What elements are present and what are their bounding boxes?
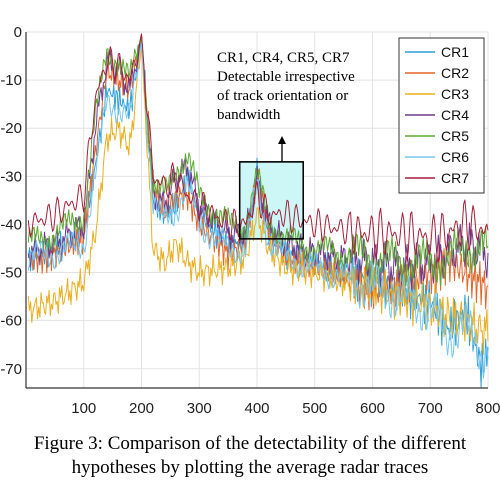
tick-labels: 100 200 300 400 500 600 700 800 0 -10 -20 -30 -40 -50… <box>0 24 500 417</box>
axes <box>25 32 488 389</box>
series-line-cr4 <box>27 33 489 291</box>
radar-traces-chart: 100 200 300 400 500 600 700 800 0 -10 -20 -30 -40 -50… <box>0 24 500 417</box>
y-tick-label: -60 <box>0 313 22 330</box>
legend: CR1 CR2 CR3 CR4 CR5 CR6 CR7 <box>398 37 485 194</box>
x-tick-label: 200 <box>129 400 154 417</box>
legend-label-cr5: CR5 <box>441 128 469 144</box>
y-tick-label: 0 <box>14 24 22 41</box>
legend-label-cr7: CR7 <box>441 170 469 186</box>
series-lines <box>27 33 489 388</box>
x-tick-label: 400 <box>244 400 269 417</box>
legend-label-cr6: CR6 <box>441 149 469 165</box>
legend-label-cr3: CR3 <box>441 86 469 102</box>
figure-caption: Figure 3: Comparison of the detectabilit… <box>0 432 500 480</box>
series-line-cr2 <box>27 36 489 311</box>
x-tick-label: 500 <box>302 400 327 417</box>
highlight-box-outline <box>238 161 304 240</box>
y-tick-label: -30 <box>0 168 22 185</box>
series-line-cr6 <box>27 42 489 379</box>
annotation: CR1, CR4, CR5, CR7 Detectable irrespectiv… <box>217 50 355 162</box>
y-tick-label: -50 <box>0 265 22 282</box>
series-line-cr7 <box>27 33 489 263</box>
x-tick-label: 800 <box>475 400 500 417</box>
x-tick-label: 100 <box>71 400 96 417</box>
y-tick-label: -40 <box>0 216 22 233</box>
x-tick-label: 600 <box>360 400 385 417</box>
annotation-arrow-head <box>278 136 286 144</box>
annotation-line-3: of track orientation or <box>217 88 348 104</box>
caption-line-1: Figure 3: Comparison of the detectabilit… <box>33 433 467 454</box>
x-tick-label: 700 <box>418 400 443 417</box>
annotation-line-2: Detectable irrespective <box>217 69 355 85</box>
annotation-line-4: bandwidth <box>217 107 281 123</box>
legend-label-cr1: CR1 <box>441 44 469 60</box>
x-tick-label: 300 <box>187 400 212 417</box>
legend-label-cr4: CR4 <box>441 107 469 123</box>
series-line-cr5 <box>27 37 489 289</box>
y-tick-label: -20 <box>0 120 22 137</box>
y-tick-label: -10 <box>0 72 22 89</box>
annotation-line-1: CR1, CR4, CR5, CR7 <box>217 50 350 66</box>
caption-line-2: hypotheses by plotting the average radar… <box>71 457 429 478</box>
legend-label-cr2: CR2 <box>441 65 469 81</box>
y-tick-label: -70 <box>0 361 22 378</box>
series-line-cr3 <box>27 47 489 355</box>
